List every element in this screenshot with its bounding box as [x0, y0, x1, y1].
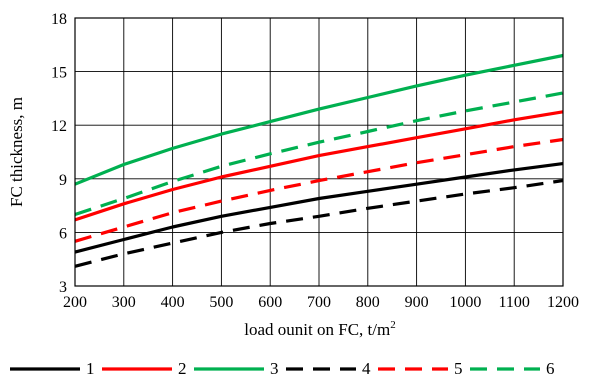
x-tick-label: 800 — [356, 294, 380, 311]
y-axis-title: FC thickness, m — [7, 97, 26, 207]
legend-label-5: 5 — [454, 359, 463, 378]
series-line-6 — [74, 91, 564, 217]
plot-frame — [74, 17, 564, 287]
x-axis-title-text: load ounit on FC, t/m — [244, 320, 390, 339]
x-tick-label: 300 — [112, 294, 136, 311]
grid — [75, 18, 563, 286]
series-line-4 — [74, 179, 564, 268]
y-tick-labels: 3 6 9 12 15 18 — [51, 11, 67, 296]
x-tick-label: 600 — [258, 294, 282, 311]
y-tick-label: 18 — [51, 11, 67, 28]
y-tick-label: 3 — [59, 279, 67, 296]
legend: 1 2 3 4 5 6 — [10, 359, 555, 378]
legend-label-6: 6 — [546, 359, 555, 378]
x-tick-labels: 200 300 400 500 600 700 800 900 1000 1100 1200 — [63, 294, 579, 311]
x-tick-label: 900 — [405, 294, 429, 311]
series-lines — [74, 53, 564, 268]
legend-label-4: 4 — [362, 359, 371, 378]
y-tick-label: 9 — [59, 172, 67, 189]
x-axis-title-superscript: 2 — [390, 319, 396, 331]
x-tick-label: 700 — [307, 294, 331, 311]
x-axis-title: load ounit on FC, t/m2 — [244, 319, 395, 339]
series-line-5 — [74, 137, 564, 243]
legend-label-2: 2 — [178, 359, 187, 378]
legend-label-1: 1 — [86, 359, 95, 378]
x-tick-label: 500 — [209, 294, 233, 311]
y-tick-label: 15 — [51, 65, 67, 82]
y-tick-label: 12 — [51, 118, 67, 135]
series-line-1 — [74, 162, 564, 254]
legend-label-3: 3 — [270, 359, 279, 378]
x-tick-label: 1200 — [547, 294, 579, 311]
y-tick-label: 6 — [59, 225, 67, 242]
x-tick-label: 200 — [63, 294, 87, 311]
x-tick-label: 400 — [161, 294, 185, 311]
x-tick-label: 1000 — [449, 294, 481, 311]
series-line-3 — [74, 53, 564, 186]
series-line-2 — [74, 110, 564, 222]
x-tick-label: 1100 — [498, 294, 529, 311]
